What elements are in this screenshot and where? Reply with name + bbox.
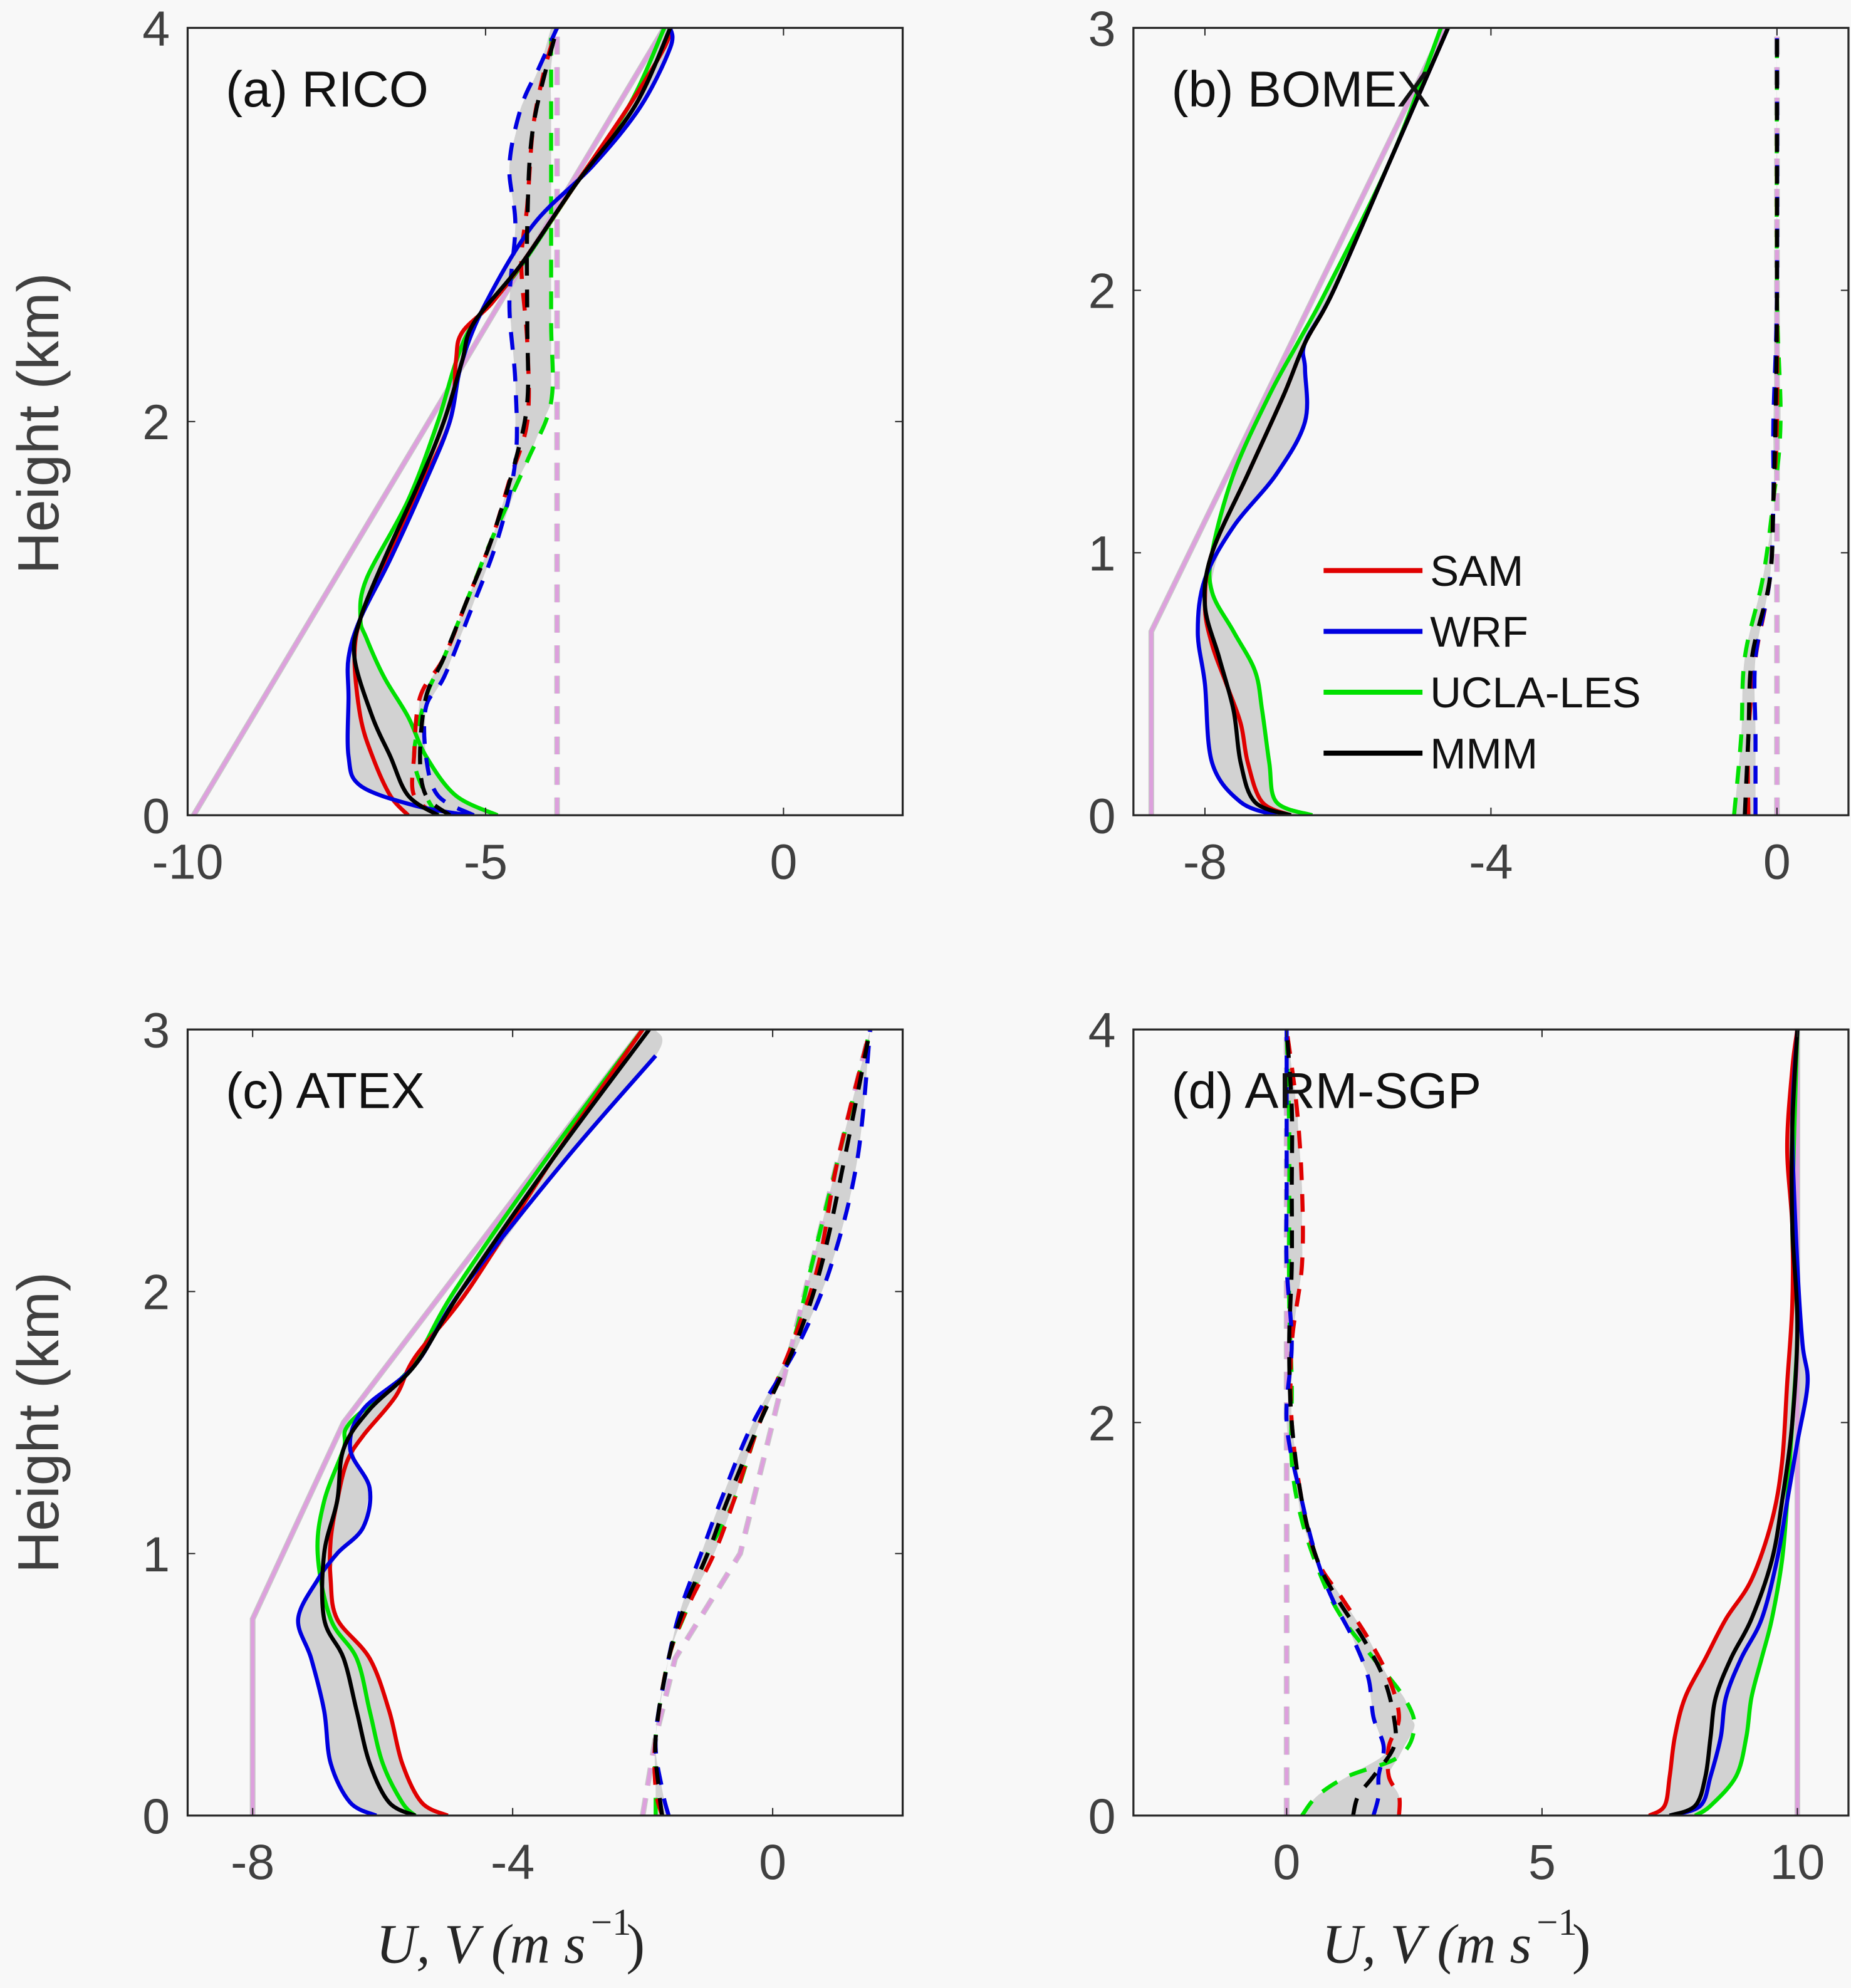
panel-title: (a) RICO bbox=[226, 61, 429, 118]
spread-band-u bbox=[1649, 1029, 1808, 1816]
panel-arm-sgp: 0 5 10 0 2 4 (d) ARM-SGP bbox=[1088, 1002, 1850, 1890]
y-tick-label: 0 bbox=[142, 788, 170, 843]
y-tick-label: 0 bbox=[1088, 788, 1116, 843]
x-axis-label-exponent: −1 bbox=[1536, 1902, 1577, 1944]
y-tick-label: 2 bbox=[1088, 1396, 1116, 1451]
series-mmm-u bbox=[320, 1029, 651, 1816]
panel-bomex: -8 -4 0 0 1 2 3 (b) BOMEX bbox=[1088, 1, 1850, 889]
x-axis-label-text: U, V (m s bbox=[376, 1914, 586, 1975]
y-tick-label: 4 bbox=[142, 1, 170, 56]
plot-area bbox=[1283, 1029, 1810, 1816]
x-tick-label: 0 bbox=[1763, 834, 1791, 889]
series-sam-v bbox=[652, 1029, 872, 1816]
plot-area bbox=[249, 1029, 873, 1816]
spread-band-v bbox=[1286, 1029, 1415, 1816]
legend-label-sam: SAM bbox=[1430, 547, 1523, 595]
spread-band-u bbox=[298, 1029, 663, 1816]
y-tick-label: 0 bbox=[142, 1789, 170, 1844]
series-mmm-u bbox=[352, 28, 672, 816]
series-ucla-les-v bbox=[412, 28, 555, 816]
series-wrf-v bbox=[1752, 28, 1780, 816]
y-tick-label: 3 bbox=[1088, 1, 1116, 56]
plot-area bbox=[1148, 28, 1783, 816]
legend-label-wrf: WRF bbox=[1430, 608, 1528, 656]
axes-frame bbox=[186, 1028, 904, 1817]
y-tick-label: 2 bbox=[142, 395, 170, 450]
series-mmm-v bbox=[653, 1029, 872, 1816]
x-axis-label-exponent: −1 bbox=[591, 1902, 632, 1944]
series-wrf-u bbox=[1669, 1029, 1810, 1816]
series-wrf-v bbox=[653, 1029, 872, 1816]
x-axis-label-close: ) bbox=[1572, 1914, 1591, 1975]
series-wrf-u bbox=[296, 1054, 657, 1816]
y-tick-label: 4 bbox=[1088, 1002, 1116, 1058]
series-mmm-u bbox=[1669, 1029, 1800, 1816]
series-sam-u bbox=[1648, 1029, 1800, 1816]
x-axis-label-text: U, V (m s bbox=[1322, 1914, 1532, 1975]
panel-atex: -8 -4 0 0 1 2 3 (c) ATEX bbox=[142, 1002, 904, 1890]
x-tick-label: -4 bbox=[491, 1834, 534, 1890]
y-tick-label: 1 bbox=[1088, 526, 1116, 581]
y-tick-label: 0 bbox=[1088, 1789, 1116, 1844]
series-sam-v bbox=[1285, 1029, 1402, 1816]
legend-label-ucla-les: UCLA-LES bbox=[1430, 669, 1640, 717]
y-tick-label: 1 bbox=[142, 1527, 170, 1582]
x-tick-label: -10 bbox=[152, 834, 223, 889]
forcing-u-line bbox=[1149, 28, 1446, 816]
y-tick-label: 2 bbox=[142, 1265, 170, 1320]
y-tick-label: 3 bbox=[142, 1002, 170, 1058]
x-tick-label: 0 bbox=[759, 1834, 786, 1890]
series-mmm-v bbox=[1743, 28, 1780, 816]
legend: SAM WRF UCLA-LES MMM bbox=[1323, 547, 1641, 778]
x-tick-label: -5 bbox=[464, 834, 508, 889]
series-wrf-u bbox=[345, 28, 675, 816]
series-mmm-u bbox=[1202, 28, 1450, 816]
forcing-u-line bbox=[192, 28, 666, 816]
y-axis-label-bottom: Height (km) bbox=[6, 1272, 71, 1573]
y-axis-label-top: Height (km) bbox=[6, 273, 71, 574]
x-tick-label: -8 bbox=[231, 1834, 274, 1890]
series-ucla-les-u bbox=[1207, 28, 1443, 816]
x-tick-label: -4 bbox=[1469, 834, 1513, 889]
x-axis-label-right: U, V (m s −1 ) bbox=[1322, 1902, 1591, 1975]
series-ucla-les-v bbox=[1285, 1029, 1417, 1816]
forcing-u-line bbox=[251, 1029, 645, 1816]
series-ucla-les-u bbox=[315, 1029, 645, 1816]
x-axis-label-close: ) bbox=[627, 1914, 645, 1975]
y-tick-label: 2 bbox=[1088, 264, 1116, 319]
x-tick-label: 0 bbox=[1273, 1834, 1300, 1890]
spread-band-u bbox=[1197, 28, 1448, 816]
x-axis-label-left: U, V (m s −1 ) bbox=[376, 1902, 645, 1975]
panel-rico: -10 -5 0 0 2 4 (a) RICO bbox=[142, 1, 904, 889]
series-mmm-v bbox=[418, 28, 560, 816]
panel-title: (b) BOMEX bbox=[1172, 61, 1431, 118]
panel-title: (c) ATEX bbox=[226, 1063, 425, 1120]
x-tick-label: -8 bbox=[1183, 834, 1227, 889]
x-tick-label: 10 bbox=[1770, 1834, 1825, 1890]
spread-band-v bbox=[412, 28, 558, 816]
plot-area bbox=[191, 28, 675, 816]
x-tick-label: 0 bbox=[769, 834, 797, 889]
panel-title: (d) ARM-SGP bbox=[1172, 1063, 1482, 1120]
x-tick-label: 5 bbox=[1528, 1834, 1556, 1890]
legend-label-mmm: MMM bbox=[1430, 729, 1538, 778]
